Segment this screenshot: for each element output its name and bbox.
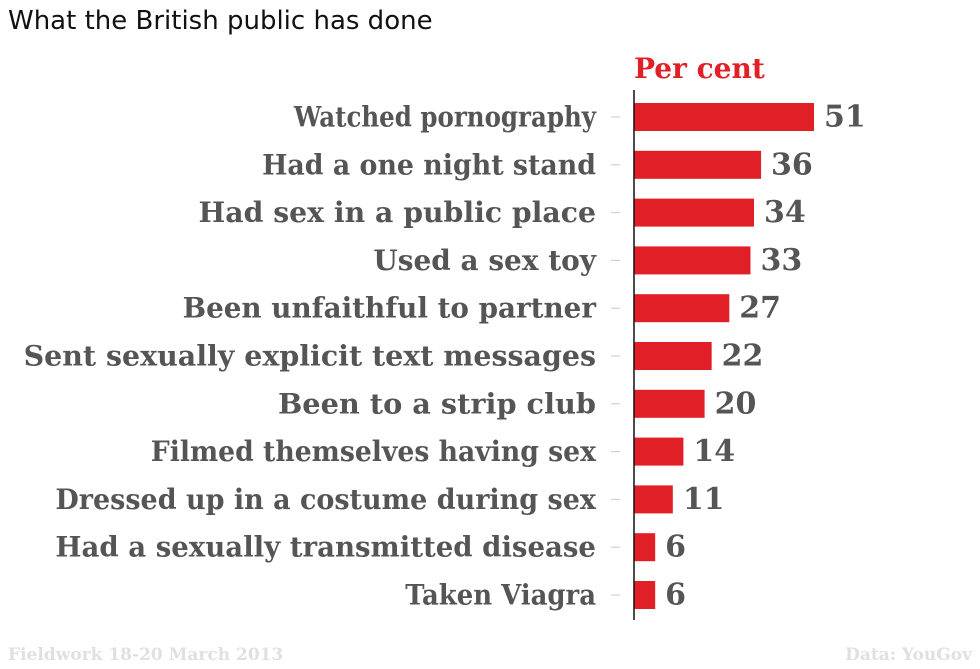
category-label-used-a-sex-toy: Used a sex toy [373, 244, 596, 277]
bar-been-to-a-strip-club [634, 389, 705, 418]
category-labels: Watched pornography Had a one night stand… [24, 101, 598, 612]
bar-had-a-one-night-stand [634, 150, 762, 179]
bar-taken-viagra [634, 581, 656, 609]
value-label-used-a-sex-toy: 33 [760, 243, 802, 278]
footer-source: Data: YouGov [845, 645, 972, 665]
bar-had-a-sexually-transmitted-disease [634, 533, 656, 562]
category-label-sent-sexually-explicit-text-messages: Sent sexually explicit text messages [24, 340, 596, 373]
y-axis-ticks [611, 116, 620, 596]
category-label-been-to-a-strip-club: Been to a strip club [278, 387, 596, 420]
category-label-filmed-themselves-having-sex: Filmed themselves having sex [151, 435, 596, 468]
bar-filmed-themselves-having-sex [634, 437, 684, 466]
value-label-filmed-themselves-having-sex: 14 [693, 434, 735, 469]
bar-watched-pornography [634, 103, 814, 131]
bars [634, 103, 814, 609]
category-label-dressed-up-in-a-costume-during-sex: Dressed up in a costume during sex [55, 483, 596, 516]
chart-title: What the British public has done [8, 6, 433, 36]
value-label-dressed-up-in-a-costume-during-sex: 11 [683, 482, 725, 517]
bar-sent-sexually-explicit-text-messages [634, 342, 712, 370]
footer-fieldwork: Fieldwork 18-20 March 2013 [8, 645, 284, 665]
category-label-been-unfaithful-to-partner: Been unfaithful to partner [183, 292, 598, 325]
value-label-had-a-one-night-stand: 36 [771, 147, 813, 182]
value-label-had-sex-in-a-public-place: 34 [764, 195, 806, 230]
bar-used-a-sex-toy [634, 246, 751, 275]
value-label-been-to-a-strip-club: 20 [715, 386, 757, 421]
value-label-had-a-sexually-transmitted-disease: 6 [665, 530, 686, 565]
value-label-watched-pornography: 51 [824, 100, 866, 135]
category-label-watched-pornography: Watched pornography [293, 101, 597, 134]
value-labels: 51 36 34 33 27 22 20 14 11 6 6 [665, 100, 866, 613]
value-label-taken-viagra: 6 [665, 578, 686, 613]
category-label-taken-viagra: Taken Viagra [405, 579, 596, 612]
bar-dressed-up-in-a-costume-during-sex [634, 485, 673, 514]
category-label-had-a-sexually-transmitted-disease: Had a sexually transmitted disease [55, 531, 596, 564]
category-label-had-a-one-night-stand: Had a one night stand [262, 148, 596, 181]
bar-had-sex-in-a-public-place [634, 198, 754, 227]
category-label-had-sex-in-a-public-place: Had sex in a public place [199, 196, 597, 229]
value-label-sent-sexually-explicit-text-messages: 22 [722, 339, 764, 374]
bar-been-unfaithful-to-partner [634, 294, 730, 323]
value-label-been-unfaithful-to-partner: 27 [739, 291, 781, 326]
value-header: Per cent [634, 52, 765, 85]
